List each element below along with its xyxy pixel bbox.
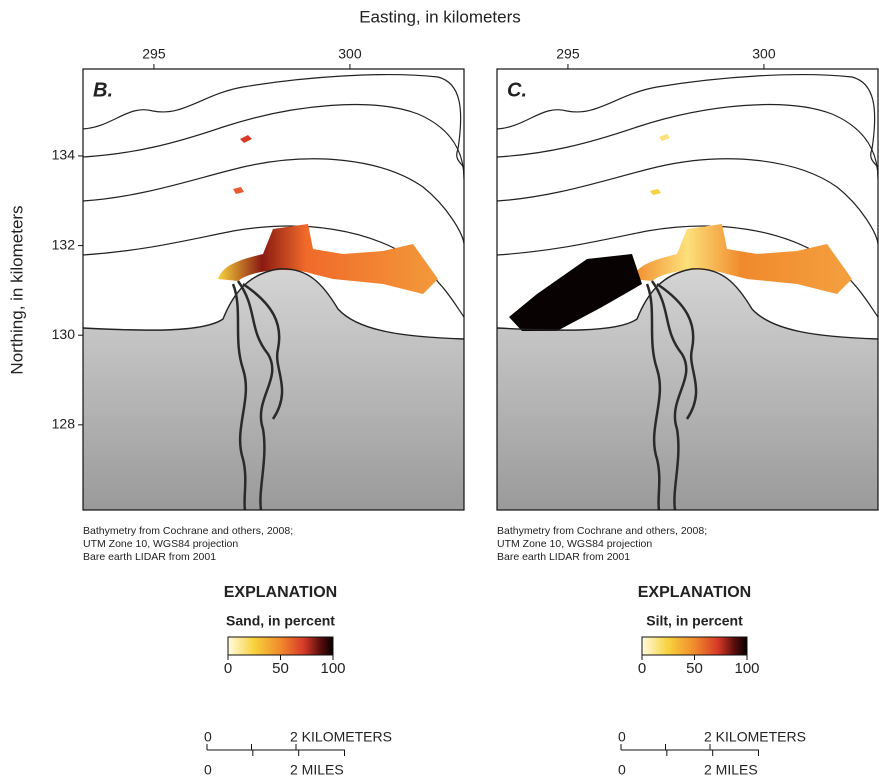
x-tick-label: 300	[752, 46, 776, 62]
legend-subtitle: Silt, in percent	[646, 613, 743, 629]
map-credit: Bathymetry from Cochrane and others, 200…	[497, 525, 707, 537]
map-content	[83, 69, 464, 510]
panel-label: C.	[507, 79, 527, 101]
color-bar-label: 100	[734, 660, 759, 677]
scale-label: 0	[204, 729, 212, 745]
scale-label: 0	[618, 729, 626, 745]
x-tick-label: 300	[338, 46, 362, 62]
scale-label: 0	[618, 762, 626, 778]
x-axis-title: Easting, in kilometers	[359, 7, 521, 26]
legend-title: EXPLANATION	[224, 584, 337, 601]
legend-title: EXPLANATION	[638, 584, 751, 601]
color-bar-label: 50	[686, 660, 703, 677]
color-bar	[228, 637, 333, 655]
y-tick-label: 130	[52, 326, 76, 342]
map-credit: Bare earth LIDAR from 2001	[497, 551, 630, 563]
map-panel: B. 295 300 128 130 132 134 Bathymetry from Coch…	[52, 46, 464, 563]
scale-label: 2 MILES	[290, 762, 344, 778]
y-axis-title: Northing, in kilometers	[7, 205, 26, 374]
legend-subtitle: Sand, in percent	[226, 613, 335, 629]
map-credit: Bare earth LIDAR from 2001	[83, 551, 216, 563]
map-credit: UTM Zone 10, WGS84 projection	[497, 538, 652, 550]
panel-label: B.	[93, 79, 113, 101]
color-bar-label: 100	[320, 660, 345, 677]
figure: Easting, in kilometers Northing, in kilo…	[0, 0, 879, 782]
color-bar-label: 0	[638, 660, 646, 677]
color-bar-label: 0	[224, 660, 232, 677]
map-credit: UTM Zone 10, WGS84 projection	[83, 538, 238, 550]
map-credit: Bathymetry from Cochrane and others, 200…	[83, 525, 293, 537]
map-content	[497, 69, 878, 510]
y-tick-label: 134	[52, 147, 76, 163]
color-bar	[642, 637, 747, 655]
scale-label: 0	[204, 762, 212, 778]
scale-label: 2 KILOMETERS	[290, 729, 392, 745]
scale-label: 2 MILES	[704, 762, 758, 778]
x-tick-label: 295	[556, 46, 580, 62]
scale-label: 2 KILOMETERS	[704, 729, 806, 745]
y-tick-label: 132	[52, 236, 76, 252]
x-tick-label: 295	[142, 46, 166, 62]
color-bar-label: 50	[272, 660, 289, 677]
map-panel: C. 295 300 Bathymetry from Cochrane and oth…	[497, 46, 878, 563]
y-tick-label: 128	[52, 416, 76, 432]
